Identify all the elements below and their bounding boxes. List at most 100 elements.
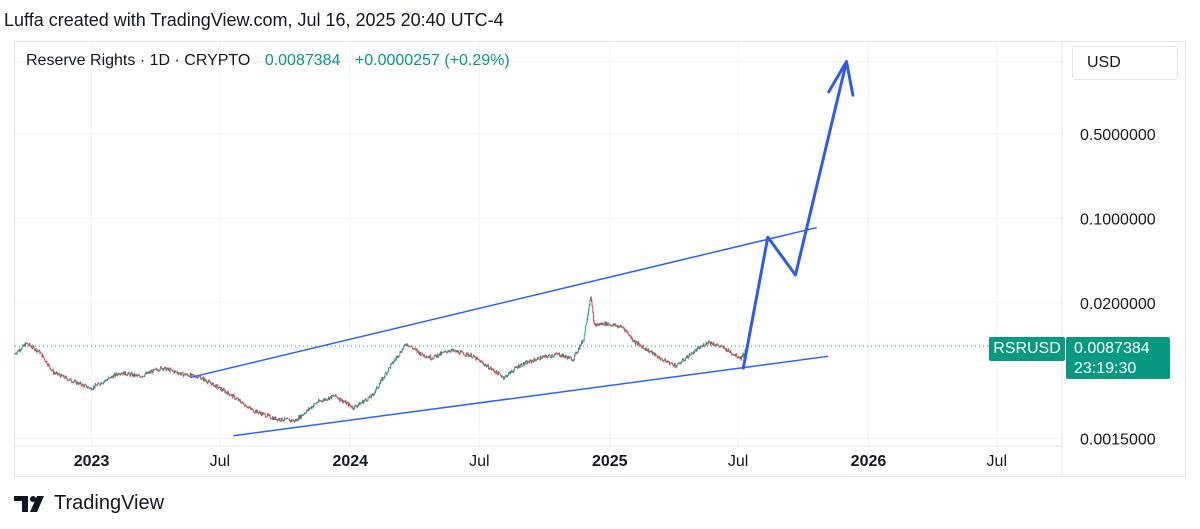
candle-body bbox=[274, 417, 275, 420]
candle-body bbox=[551, 355, 553, 358]
candle-body bbox=[432, 358, 433, 360]
candle-body bbox=[727, 350, 728, 352]
candle-body bbox=[722, 345, 723, 347]
candle-body bbox=[396, 355, 398, 358]
candle-body bbox=[484, 364, 486, 366]
candle-body bbox=[410, 346, 411, 347]
candle-body bbox=[710, 341, 712, 345]
candle-body bbox=[346, 402, 348, 405]
candle-body bbox=[21, 346, 23, 349]
candle-body bbox=[169, 368, 170, 372]
candle-body bbox=[529, 360, 531, 363]
candle-body bbox=[448, 350, 450, 352]
candle-body bbox=[443, 351, 445, 353]
candle-body bbox=[288, 418, 290, 420]
candle-body bbox=[130, 373, 132, 374]
candle-body bbox=[185, 374, 187, 376]
candle-body bbox=[663, 360, 665, 362]
candle-body bbox=[426, 356, 428, 358]
candle-body bbox=[76, 381, 78, 384]
candle-body bbox=[355, 405, 357, 407]
candle-body bbox=[295, 420, 297, 421]
candle-body bbox=[505, 375, 506, 377]
candle-body bbox=[111, 376, 112, 379]
candle-body bbox=[486, 366, 488, 367]
candle-body bbox=[155, 368, 157, 370]
candle-body bbox=[111, 376, 113, 377]
candle-body bbox=[732, 354, 734, 356]
candle-body bbox=[333, 395, 335, 397]
candle-body bbox=[542, 356, 544, 358]
brand[interactable]: TradingView bbox=[14, 492, 164, 515]
candle-body bbox=[740, 356, 742, 360]
candle-body bbox=[549, 355, 551, 357]
candle-body bbox=[230, 395, 231, 396]
candle-body bbox=[18, 349, 20, 352]
currency-button[interactable]: USD bbox=[1072, 46, 1178, 80]
candle-body bbox=[319, 400, 321, 402]
candle-body bbox=[670, 362, 672, 364]
candle-body bbox=[49, 365, 51, 368]
candle-body bbox=[59, 375, 61, 378]
candle-body bbox=[80, 382, 82, 386]
candle-body bbox=[657, 357, 659, 358]
candle-body bbox=[313, 405, 314, 408]
candle-body bbox=[149, 371, 151, 374]
candle-body bbox=[544, 355, 546, 358]
candle-body bbox=[692, 352, 694, 355]
candle-body bbox=[299, 415, 301, 420]
candle-body bbox=[389, 367, 391, 368]
candle-body bbox=[540, 356, 542, 359]
candle-body bbox=[539, 356, 541, 360]
candle-body bbox=[329, 397, 331, 400]
candle-body bbox=[655, 353, 657, 356]
candle-body bbox=[258, 412, 260, 414]
candle-body bbox=[430, 358, 432, 360]
candle-body bbox=[240, 402, 242, 404]
candle-body bbox=[192, 374, 194, 376]
candle-body bbox=[273, 417, 275, 420]
candle-body bbox=[494, 371, 496, 373]
candle-body bbox=[50, 369, 52, 371]
candle-body bbox=[101, 382, 102, 385]
candle-body bbox=[367, 397, 369, 401]
candle-body bbox=[458, 351, 460, 354]
candle-body bbox=[446, 351, 448, 353]
candle-body bbox=[707, 341, 709, 344]
y-axis-ticks: 2.00000000.50000000.10000000.02000000.00… bbox=[1080, 54, 1156, 448]
candle-body bbox=[490, 367, 492, 370]
candle-body bbox=[236, 398, 238, 399]
candle-body bbox=[626, 330, 628, 332]
candle-body bbox=[668, 361, 670, 365]
candle-body bbox=[441, 352, 443, 355]
candle-body bbox=[167, 367, 168, 369]
candle-body bbox=[134, 373, 136, 377]
candle-body bbox=[313, 403, 315, 406]
candle-body bbox=[120, 373, 122, 375]
candle-body bbox=[412, 348, 414, 350]
candle-body bbox=[115, 373, 117, 375]
candle-body bbox=[683, 360, 685, 362]
candle-body bbox=[186, 373, 187, 375]
candle-body bbox=[553, 356, 555, 357]
candle-body bbox=[76, 381, 78, 384]
candle-body bbox=[283, 420, 285, 422]
candle-body bbox=[282, 420, 284, 422]
candle-body bbox=[352, 406, 353, 408]
candle-body bbox=[219, 386, 221, 388]
candle-body bbox=[528, 362, 530, 364]
candle-body bbox=[45, 361, 47, 362]
candle-body bbox=[208, 380, 209, 382]
candle-body bbox=[244, 405, 246, 407]
legend-change: +0.0000257 (+0.29%) bbox=[354, 52, 510, 69]
candle-body bbox=[672, 363, 674, 366]
candle-body bbox=[125, 374, 127, 376]
candle-body bbox=[369, 395, 371, 398]
candle-body bbox=[588, 309, 589, 315]
candle-body bbox=[79, 382, 80, 384]
candle-body bbox=[638, 342, 640, 344]
candle-body bbox=[179, 372, 181, 375]
candle-body bbox=[120, 373, 122, 375]
candle-body bbox=[174, 370, 176, 372]
